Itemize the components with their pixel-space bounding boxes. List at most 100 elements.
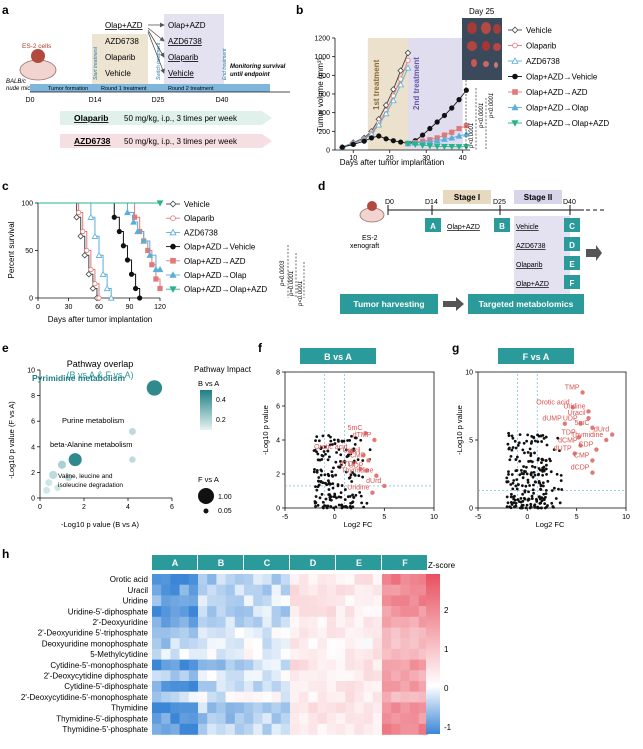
- b-legend-label: Olap+AZD→Vehicle: [526, 73, 598, 82]
- pval-b-3: p<0.0001: [489, 93, 495, 119]
- h-cell: [354, 723, 364, 735]
- survival-ylabel: Percent survival: [7, 221, 16, 278]
- monitor-1: Monitoring survival: [230, 64, 286, 70]
- h-cell: [244, 595, 254, 607]
- d-harvest-arrow: [443, 297, 464, 311]
- round1-list: Olap+AZD AZD6738 Olaparib Vehicle: [105, 21, 143, 78]
- volcano-label: dCMP: [558, 437, 578, 444]
- dose1-text: 50 mg/kg, i.p., 3 times per week: [124, 114, 238, 123]
- h-cell: [391, 595, 401, 607]
- impact-colorbar: [200, 390, 212, 430]
- tumor-photo-blobs: [467, 22, 501, 68]
- volcano-point: [327, 488, 331, 491]
- h-cell: [244, 638, 254, 650]
- volcano-point: [539, 506, 543, 510]
- volcano-xtick-label: 5: [382, 514, 386, 521]
- e-ytick-label: 10: [27, 368, 35, 375]
- c-point: [80, 228, 86, 235]
- panel-h: h A B C D E F Orotic acid Uracil UridineUridine…: [2, 547, 456, 735]
- h-cell: [400, 691, 410, 703]
- b-legend-marker: [512, 89, 518, 95]
- h-cell: [216, 606, 226, 618]
- volcano-point: [552, 486, 556, 490]
- c-point: [99, 270, 107, 277]
- mice-label-2: nude mice: [6, 86, 34, 92]
- d-day-0: D0: [385, 199, 394, 206]
- h-cell: [188, 670, 199, 682]
- h-cell: [234, 713, 245, 725]
- c-ytick-label: 100: [21, 201, 33, 208]
- volcano-point: [509, 500, 513, 504]
- b-point: [419, 132, 426, 138]
- volcano-point: [523, 470, 527, 474]
- h-cell: [336, 681, 346, 692]
- volcano-point: [545, 443, 549, 447]
- b-point: [448, 134, 456, 141]
- h-cell: [290, 723, 300, 735]
- h-cell: [391, 616, 401, 628]
- h-cell: [418, 659, 429, 671]
- c-point: [134, 227, 142, 235]
- h-cell: [317, 606, 328, 618]
- phase-round2: Round 2 treatment: [168, 86, 214, 92]
- volcano-point: [328, 495, 332, 499]
- h-cell: [280, 659, 291, 671]
- h-cell: [382, 713, 392, 725]
- volcano-label: CDP: [579, 442, 594, 449]
- h-cell: [262, 681, 272, 692]
- volcano-point: [540, 499, 544, 503]
- h-cell: [207, 616, 217, 628]
- b-point: [390, 138, 396, 144]
- h-cell: [161, 595, 171, 607]
- c-point: [131, 214, 138, 220]
- volcano-point: [325, 483, 329, 486]
- h-cell: [409, 574, 420, 585]
- h-cell: [336, 574, 346, 585]
- h-cell: [382, 691, 392, 703]
- h-cell: [216, 627, 226, 639]
- volcano-point: [331, 443, 334, 446]
- h-cell: [363, 691, 374, 703]
- h-cell: [225, 713, 236, 725]
- volcano-point: [317, 483, 321, 487]
- b-point: [382, 110, 390, 117]
- h-cell: [262, 616, 272, 628]
- e-bubble: [42, 486, 51, 495]
- c-point: [133, 285, 139, 292]
- h-cell: [299, 627, 309, 639]
- h-cell: [418, 595, 429, 607]
- volcano-point: [334, 505, 338, 509]
- volcano-point: [544, 435, 548, 439]
- h-cell: [188, 638, 199, 650]
- volcano-point: [529, 452, 533, 455]
- h-cell: [280, 713, 291, 725]
- h-cell: [225, 627, 236, 639]
- h-cell: [372, 595, 383, 607]
- volcano-point: [531, 488, 535, 492]
- volcano-point: [512, 495, 516, 499]
- h-cell: [409, 659, 420, 671]
- c-point: [76, 209, 82, 216]
- h-cell: [179, 574, 190, 585]
- volcano-xtick-label: 0: [333, 514, 337, 521]
- volcano-point: [354, 436, 358, 440]
- survival-xlabel: Days after tumor implantation: [48, 315, 153, 324]
- panel-e-letter: e: [2, 341, 9, 355]
- h-cell: [336, 670, 346, 682]
- band1-label: 1st treatment: [372, 59, 381, 110]
- h-cell: [234, 638, 245, 650]
- volcano-point: [506, 501, 510, 505]
- volcano-point: [521, 506, 524, 510]
- h-cell: [179, 606, 190, 618]
- h-cell: [290, 638, 300, 650]
- volcano-point: [558, 501, 562, 505]
- b-point: [383, 136, 389, 142]
- h-cell: [198, 638, 208, 650]
- h-cell: [382, 584, 392, 596]
- volcano-label: TDP: [562, 429, 576, 436]
- volcano-point: [321, 434, 325, 438]
- volcano-point: [336, 483, 340, 486]
- volcano-label: Thymidine: [571, 432, 603, 439]
- volcano-label: CMP: [350, 452, 366, 459]
- h-cell: [372, 616, 383, 628]
